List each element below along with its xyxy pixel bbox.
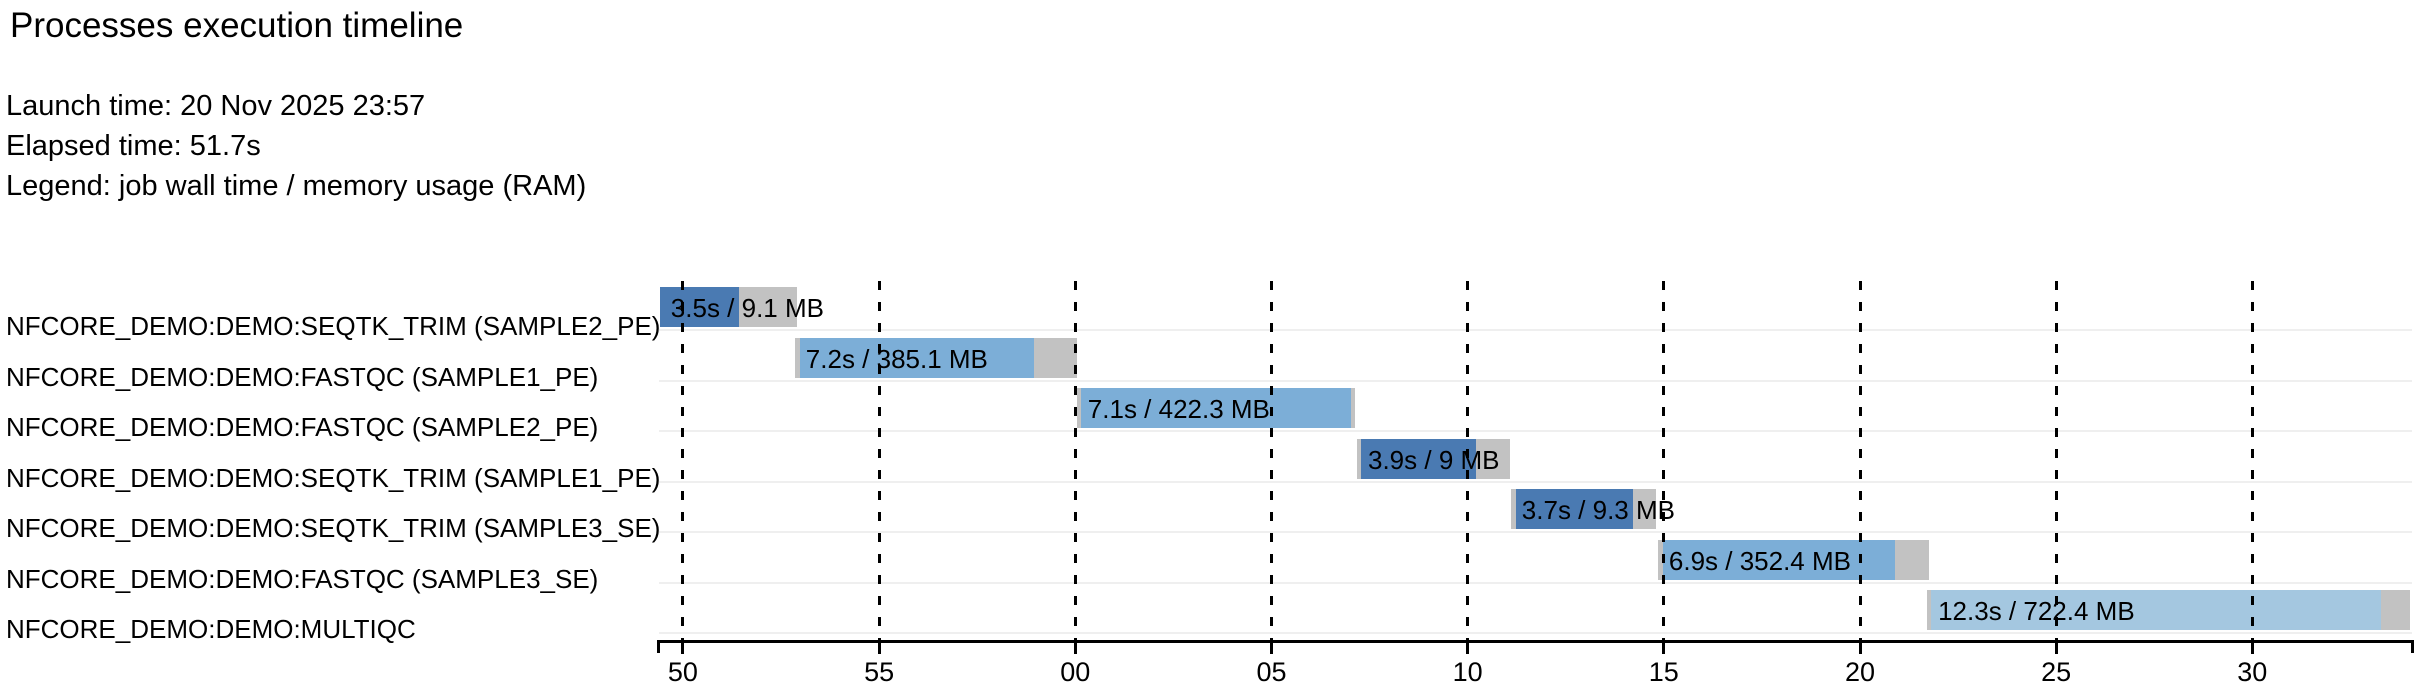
gridline bbox=[1858, 281, 1862, 640]
task-bar-label: 3.5s / 9.1 MB bbox=[670, 293, 824, 323]
gridline bbox=[877, 281, 881, 640]
report-meta: Launch time: 20 Nov 2025 23:57 Elapsed t… bbox=[6, 86, 586, 206]
axis-end-cap bbox=[657, 640, 660, 653]
axis-tick bbox=[1073, 640, 1077, 654]
bar-overhead-segment bbox=[1034, 337, 1078, 378]
bar-overhead-segment bbox=[1351, 388, 1356, 429]
axis-tick-label: 25 bbox=[2041, 657, 2072, 687]
bar-pending-segment bbox=[1357, 438, 1361, 479]
gridline bbox=[2054, 281, 2058, 640]
task-label: NFCORE_DEMO:DEMO:SEQTK_TRIM (SAMPLE1_PE) bbox=[6, 462, 661, 493]
axis-tick bbox=[2250, 640, 2254, 654]
bar-overhead-segment bbox=[738, 287, 798, 327]
row-separator bbox=[659, 581, 2412, 584]
task-bar: 3.9s / 9 MB bbox=[1357, 438, 1510, 479]
axis-tick bbox=[877, 640, 881, 654]
legend-text: Legend: job wall time / memory usage (RA… bbox=[6, 170, 587, 202]
gridline bbox=[1662, 281, 1666, 640]
task-bar: 3.7s / 9.3 MB bbox=[1510, 489, 1675, 530]
launch-time-text: Launch time: 20 Nov 2025 23:57 bbox=[6, 90, 426, 122]
bar-walltime-segment bbox=[1930, 590, 2381, 631]
axis-tick-label: 00 bbox=[1060, 657, 1091, 687]
bar-pending-segment bbox=[1657, 539, 1663, 580]
row-separator bbox=[659, 430, 2412, 433]
bar-walltime-segment bbox=[799, 337, 1035, 378]
elapsed-time-text: Elapsed time: 51.7s bbox=[6, 130, 261, 162]
row-separator bbox=[659, 480, 2412, 483]
task-bar-label: 3.9s / 9 MB bbox=[1368, 444, 1500, 475]
task-label: NFCORE_DEMO:DEMO:FASTQC (SAMPLE3_SE) bbox=[6, 563, 599, 594]
task-bar: 12.3s / 722.4 MB bbox=[1927, 590, 2410, 631]
task-bar-label: 3.7s / 9.3 MB bbox=[1521, 495, 1675, 526]
bar-overhead-segment bbox=[1894, 539, 1929, 580]
axis-tick bbox=[1466, 640, 1470, 654]
axis-tick bbox=[1270, 640, 1273, 654]
axis-tick-label: 05 bbox=[1256, 657, 1287, 687]
bar-walltime-segment bbox=[659, 287, 739, 327]
row-separator bbox=[659, 632, 2412, 635]
axis-tick bbox=[1662, 640, 1666, 654]
task-label: NFCORE_DEMO:DEMO:FASTQC (SAMPLE1_PE) bbox=[6, 361, 599, 392]
row-separator bbox=[659, 329, 2412, 331]
page-title: Processes execution timeline bbox=[10, 6, 464, 45]
bar-walltime-segment bbox=[1080, 388, 1352, 429]
axis-end-cap bbox=[2411, 640, 2414, 653]
bar-overhead-segment bbox=[1475, 438, 1510, 479]
task-label: NFCORE_DEMO:DEMO:SEQTK_TRIM (SAMPLE3_SE) bbox=[6, 513, 661, 544]
task-label: NFCORE_DEMO:DEMO:FASTQC (SAMPLE2_PE) bbox=[6, 412, 599, 443]
axis-tick-label: 10 bbox=[1452, 657, 1483, 687]
axis-tick bbox=[681, 640, 685, 654]
axis-tick-label: 15 bbox=[1648, 657, 1679, 687]
bar-pending-segment bbox=[1927, 590, 1931, 631]
gridline bbox=[681, 281, 685, 640]
task-bar: 6.9s / 352.4 MB bbox=[1657, 539, 1929, 580]
bar-walltime-segment bbox=[1360, 438, 1476, 479]
bar-pending-segment bbox=[1076, 388, 1081, 429]
bar-pending-segment bbox=[794, 337, 800, 378]
task-label: NFCORE_DEMO:DEMO:SEQTK_TRIM (SAMPLE2_PE) bbox=[6, 311, 661, 341]
bar-walltime-segment bbox=[1662, 539, 1895, 580]
gridline bbox=[2250, 281, 2254, 640]
axis-tick-label: 30 bbox=[2237, 657, 2268, 687]
row-separator bbox=[659, 531, 2412, 534]
bar-overhead-segment bbox=[1632, 489, 1656, 530]
task-bar: 7.1s / 422.3 MB bbox=[1076, 388, 1356, 429]
axis-tick-label: 55 bbox=[864, 657, 895, 687]
gridline bbox=[1073, 281, 1077, 640]
task-bar-label: 7.1s / 422.3 MB bbox=[1087, 394, 1270, 425]
gridline bbox=[1270, 281, 1273, 640]
bar-overhead-segment bbox=[2380, 590, 2410, 631]
axis-tick bbox=[2054, 640, 2058, 654]
bar-pending-segment bbox=[1510, 489, 1516, 530]
task-bar-label: 12.3s / 722.4 MB bbox=[1938, 596, 2135, 627]
gridline bbox=[1466, 281, 1470, 640]
task-bar: 3.5s / 9.1 MB bbox=[659, 287, 824, 327]
row-separator bbox=[659, 379, 2412, 382]
task-bar-label: 6.9s / 352.4 MB bbox=[1668, 545, 1851, 576]
task-bar-label: 7.2s / 385.1 MB bbox=[805, 343, 988, 374]
task-label: NFCORE_DEMO:DEMO:MULTIQC bbox=[6, 614, 416, 645]
bar-walltime-segment bbox=[1515, 489, 1633, 530]
axis-tick-label: 20 bbox=[1844, 657, 1876, 687]
task-bar: 7.2s / 385.1 MB bbox=[794, 337, 1078, 378]
axis-tick bbox=[1858, 640, 1862, 654]
axis-tick-label: 50 bbox=[667, 657, 698, 687]
x-axis-line bbox=[657, 640, 2414, 643]
